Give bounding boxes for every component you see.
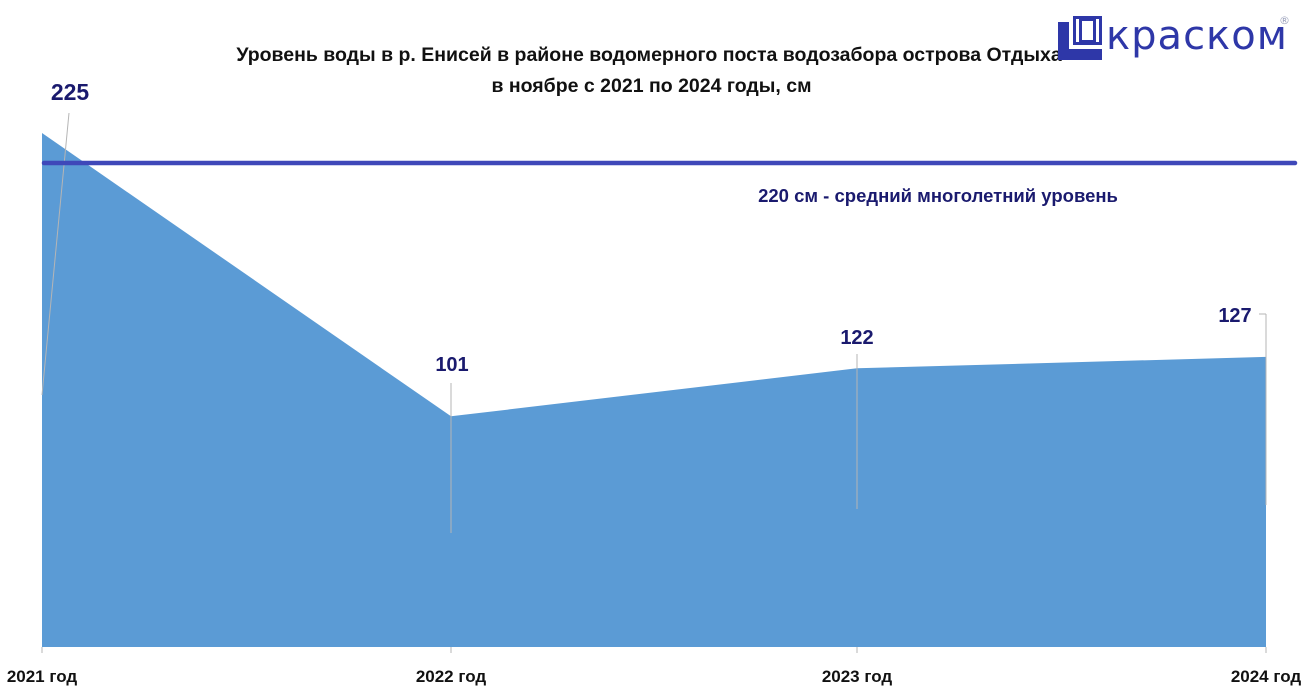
logo-text: краском bbox=[1106, 13, 1288, 59]
company-logo: краском ® bbox=[1056, 13, 1296, 64]
x-tick-label: 2024 год bbox=[1231, 667, 1302, 686]
data-label: 127 bbox=[1218, 305, 1251, 327]
chart-title-line-2: в ноябре с 2021 по 2024 годы, см bbox=[491, 75, 812, 97]
data-label: 101 bbox=[435, 354, 468, 376]
chart-title: Уровень воды в р. Енисей в районе водоме… bbox=[0, 40, 1313, 102]
data-label: 122 bbox=[840, 327, 873, 349]
film-frame-icon bbox=[1058, 16, 1102, 60]
registered-mark: ® bbox=[1279, 14, 1290, 27]
x-tick-label: 2022 год bbox=[416, 667, 487, 686]
x-tick-label: 2021 год bbox=[7, 667, 78, 686]
average-level-label: 220 см - средний многолетний уровень bbox=[758, 185, 1118, 206]
data-label: 225 bbox=[51, 79, 90, 105]
series-area bbox=[42, 133, 1266, 647]
leader-line-2021 bbox=[41, 112, 70, 396]
chart-title-line-1: Уровень воды в р. Енисей в районе водоме… bbox=[236, 44, 1062, 66]
x-tick-label: 2023 год bbox=[822, 667, 893, 686]
